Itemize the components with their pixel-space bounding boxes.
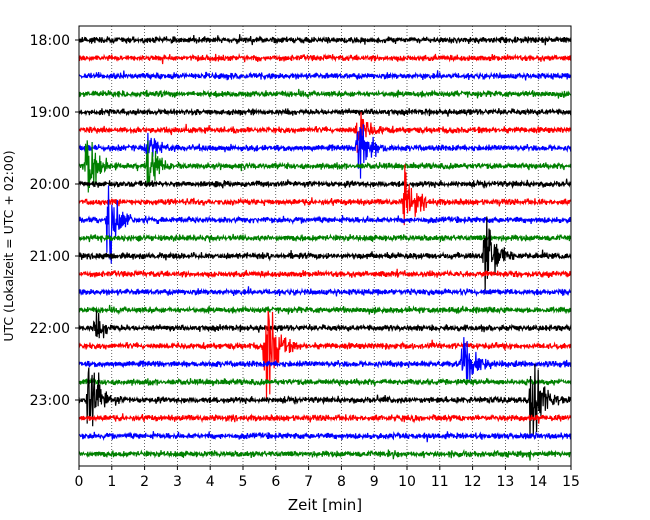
- x-tick-label-1: 1: [107, 474, 116, 490]
- trace-row-3: [78, 88, 572, 100]
- trace-row-19: [78, 377, 572, 387]
- trace-row-0: [78, 34, 572, 46]
- trace-row-9: [78, 164, 572, 226]
- x-tick-label-14: 14: [529, 474, 547, 490]
- trace-row-12: [78, 216, 572, 294]
- trace-row-11: [78, 233, 572, 243]
- seismogram-traces: [78, 34, 572, 461]
- trace-row-22: [78, 430, 572, 443]
- plot-frame: [78, 25, 572, 467]
- trace-row-15: [78, 304, 572, 316]
- y-tick-label-3: 21:00: [30, 249, 70, 265]
- x-tick-label-8: 8: [337, 474, 346, 490]
- x-tick-label-13: 13: [496, 474, 514, 490]
- trace-row-5: [78, 112, 572, 153]
- trace-row-17: [78, 310, 572, 400]
- y-axis-title: UTC (Lokalzeit = UTC + 02:00): [1, 150, 16, 341]
- x-tick-label-9: 9: [370, 474, 379, 490]
- trace-row-16: [78, 310, 572, 339]
- trace-row-20: [78, 363, 572, 439]
- trace-row-4: [78, 107, 572, 117]
- x-tick-label-6: 6: [271, 474, 280, 490]
- x-tick-label-2: 2: [140, 474, 149, 490]
- x-axis-title: Zeit [min]: [288, 496, 362, 514]
- trace-row-8: [78, 178, 572, 190]
- trace-row-2: [78, 70, 572, 81]
- x-axis-ticks: 0 1 2 3 4 5 6 7 8 9 10 11 12 13 14 15: [75, 466, 580, 490]
- y-tick-label-4: 22:00: [30, 321, 70, 337]
- trace-row-7: [78, 140, 572, 193]
- trace-row-21: [78, 413, 572, 424]
- y-tick-label-0: 18:00: [30, 33, 70, 49]
- trace-row-1: [78, 52, 572, 65]
- trace-row-6: [78, 124, 572, 179]
- x-tick-label-7: 7: [304, 474, 313, 490]
- x-tick-label-0: 0: [75, 474, 84, 490]
- x-tick-label-3: 3: [173, 474, 182, 490]
- trace-row-14: [78, 286, 572, 298]
- x-tick-label-11: 11: [431, 474, 449, 490]
- trace-row-23: [78, 448, 572, 461]
- x-tick-label-5: 5: [239, 474, 248, 490]
- x-tick-label-4: 4: [206, 474, 215, 490]
- trace-row-10: [78, 185, 572, 264]
- trace-row-13: [78, 268, 572, 279]
- trace-row-18: [78, 337, 572, 381]
- y-tick-label-5: 23:00: [30, 393, 70, 409]
- x-tick-label-12: 12: [464, 474, 482, 490]
- y-axis-ticks: 18:00 19:00 20:00 21:00 22:00 23:00: [30, 33, 79, 409]
- y-tick-label-1: 19:00: [30, 105, 70, 121]
- x-tick-label-10: 10: [398, 474, 416, 490]
- y-tick-label-2: 20:00: [30, 177, 70, 193]
- x-tick-label-15: 15: [562, 474, 580, 490]
